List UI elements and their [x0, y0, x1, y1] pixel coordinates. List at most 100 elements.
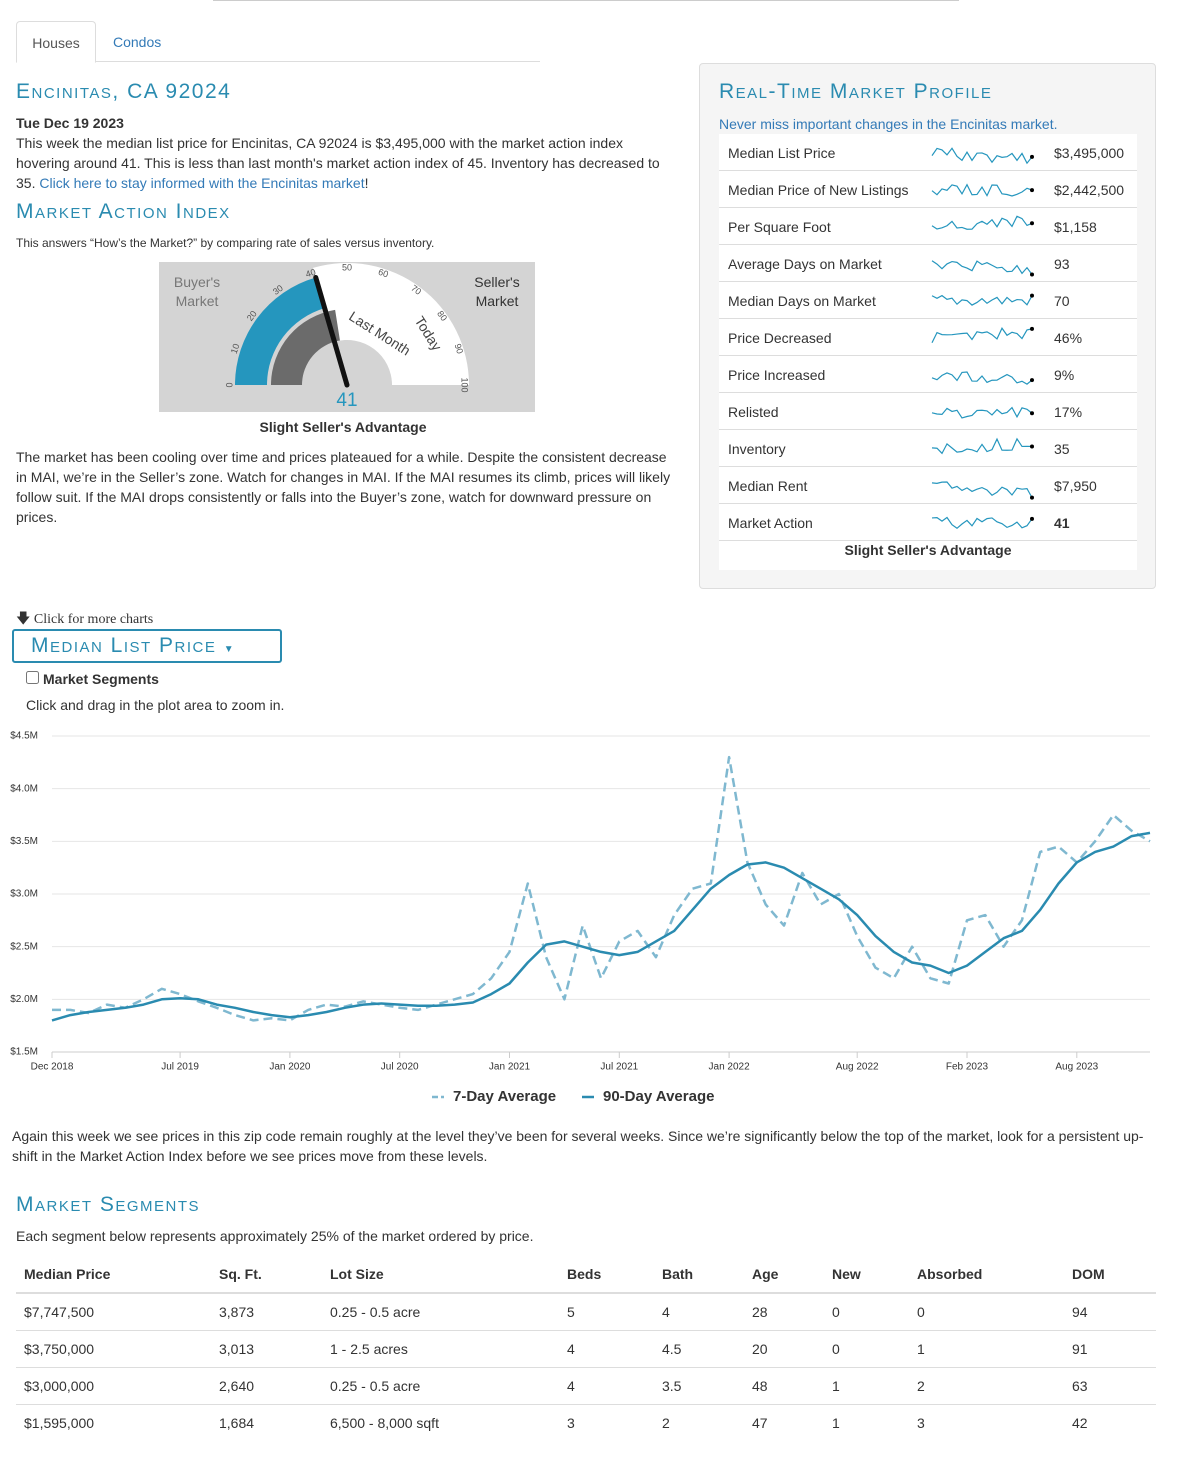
tab[interactable]: Condos	[113, 34, 162, 50]
sparkline-line	[931, 147, 1033, 165]
segments-toggle[interactable]: Market Segments	[26, 671, 159, 687]
table-cell: 1,684	[219, 1414, 255, 1431]
dropdown-label: Median List Price	[31, 634, 217, 657]
profile-value: 93	[1054, 256, 1070, 272]
sparkline	[931, 481, 1034, 500]
table-cell: 0	[917, 1303, 925, 1320]
gauge-tick: 100	[460, 377, 470, 392]
mai-text: The market has been cooling over time an…	[16, 449, 671, 525]
sparkline-line	[931, 406, 1033, 419]
gauge-tick: 90	[453, 342, 466, 355]
profile-value: 9%	[1054, 367, 1075, 383]
table-cell: 3	[567, 1414, 575, 1431]
sparkline	[931, 326, 1034, 344]
x-tick-label: Aug 2023	[1055, 1062, 1098, 1073]
checkbox[interactable]	[26, 671, 39, 684]
sparkline-dot	[1030, 154, 1034, 159]
profile-value: $3,495,000	[1054, 145, 1125, 161]
y-tick-label: $3.5M	[10, 836, 38, 847]
profile-value: 35	[1054, 441, 1070, 457]
zoom-hint: Click and drag in the plot area to zoom …	[26, 697, 285, 713]
x-tick-label: Dec 2018	[31, 1062, 74, 1073]
profile-label: Price Decreased	[728, 330, 832, 346]
profile-row: Per Square Foot $1,158	[719, 208, 1137, 245]
profile-label: Median Days on Market	[728, 293, 876, 309]
table-row: $3,000,000 2,640 0.25 - 0.5 acre 4 3.5 48 1 2 63	[16, 1367, 1156, 1404]
column-header: Lot Size	[330, 1266, 384, 1282]
legend-label: 7-Day Average	[453, 1088, 556, 1105]
page-title: Encinitas, CA 92024	[16, 80, 232, 103]
table-cell: $1,595,000	[24, 1414, 95, 1431]
sparkline-line	[931, 516, 1033, 530]
top-rule	[213, 0, 959, 1]
profile-value: 17%	[1054, 404, 1083, 420]
sparkline	[931, 406, 1034, 419]
table-cell: 48	[752, 1377, 768, 1394]
gauge-today	[235, 277, 325, 385]
column-header: Median Price	[24, 1266, 111, 1282]
table-cell: 63	[1072, 1377, 1088, 1394]
caret: ▼	[223, 644, 236, 655]
segments-table: Median Price Sq. Ft. Lot Size Beds Bath Age Ne…	[16, 1256, 1156, 1441]
intro-text: This week the median list price for Enci…	[16, 135, 660, 191]
x-tick-label: Jan 2021	[489, 1062, 531, 1073]
profile-label: Median Rent	[728, 478, 808, 494]
y-tick-label: $4.0M	[10, 783, 38, 794]
sparkline	[931, 437, 1034, 455]
table-cell: $3,000,000	[24, 1377, 95, 1394]
sparkline-dot	[1030, 516, 1034, 521]
table-cell: 4	[567, 1377, 575, 1394]
table-cell: 3,013	[219, 1340, 255, 1357]
more-charts[interactable]: 🡇 Click for more charts	[16, 608, 153, 632]
table-cell: $7,747,500	[24, 1303, 95, 1320]
table-cell: 3,873	[219, 1303, 255, 1320]
profile-row: Median Days on Market 70	[719, 282, 1137, 319]
profile-label: Relisted	[728, 404, 779, 420]
sparkline-line	[931, 481, 1033, 498]
profile-value: 46%	[1054, 330, 1083, 346]
profile-title: Real-Time Market Profile	[719, 80, 993, 103]
sparkline-dot	[1030, 326, 1034, 331]
legend-label: 90-Day Average	[603, 1088, 714, 1105]
y-tick-label: $2.0M	[10, 994, 38, 1005]
section-subtitle: This answers “How’s the Market?” by comp…	[16, 236, 435, 250]
more-text: Click for more charts	[33, 612, 154, 627]
column-header: Age	[752, 1266, 779, 1282]
profile-panel: Real-Time Market Profile Never miss impo…	[699, 63, 1156, 589]
tab-active[interactable]: Houses	[16, 21, 96, 63]
profile-label: Market Action	[728, 515, 813, 531]
table-cell: 1 - 2.5 acres	[330, 1340, 408, 1357]
date: Tue Dec 19 2023	[16, 115, 124, 131]
profile-label: Average Days on Market	[728, 256, 882, 272]
table-cell: 91	[1072, 1340, 1088, 1357]
chart: $1.5M $2.0M $2.5M $3.0M $3.5M $4.0M $4.5M Dec 2…	[10, 731, 1151, 1105]
profile-table: Median List Price $3,495,000 Median Price …	[719, 134, 1137, 570]
sparkline	[931, 260, 1034, 277]
dropdown[interactable]: Median List Price ▼	[12, 629, 282, 663]
profile-row: Median Rent $7,950	[719, 467, 1137, 504]
y-tick-label: $4.5M	[10, 731, 38, 742]
segments-subtitle: Each segment below represents approximat…	[16, 1228, 534, 1244]
x-tick-label: Jul 2021	[600, 1062, 638, 1073]
sparkline-line	[931, 437, 1033, 455]
gauge-value: 41	[336, 390, 357, 411]
x-tick-label: Feb 2023	[946, 1062, 989, 1073]
sparkline	[931, 147, 1034, 165]
profile-row: Median Price of New Listings $2,442,500	[719, 171, 1137, 208]
intro: This week the median list price for Enci…	[16, 133, 671, 193]
table-cell: 1	[832, 1414, 840, 1431]
y-tick-label: $1.5M	[10, 1047, 38, 1058]
x-tick-label: Jul 2019	[161, 1062, 199, 1073]
gauge-needle	[313, 274, 350, 388]
profile-row: Market Action 41	[719, 504, 1137, 541]
table-cell: 94	[1072, 1303, 1088, 1320]
profile-row: Median List Price $3,495,000	[719, 134, 1137, 171]
table-cell: 2	[662, 1414, 670, 1431]
profile-label: Inventory	[728, 441, 786, 457]
sparkline-dot	[1030, 411, 1034, 416]
link[interactable]: Click here to stay informed with the Enc…	[39, 175, 365, 191]
gauge-tick: 50	[342, 262, 352, 272]
profile-label: Per Square Foot	[728, 219, 831, 235]
